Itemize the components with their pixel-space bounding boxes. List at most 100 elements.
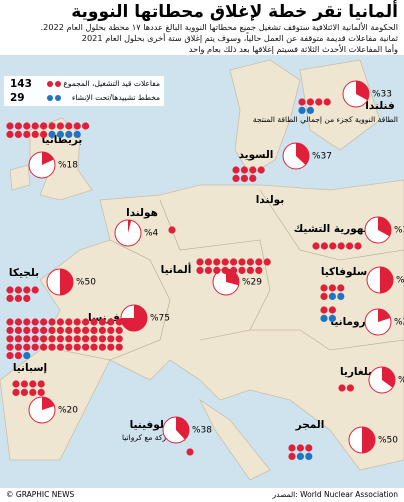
reactor-dot — [320, 314, 328, 322]
pie-slice — [382, 367, 395, 388]
reactor-dot — [230, 266, 238, 274]
country-name: بولندا — [256, 194, 284, 206]
reactor-dot — [115, 335, 123, 343]
share-label: %33 — [372, 90, 392, 100]
reactor-dot — [82, 335, 90, 343]
ireland-land — [9, 164, 31, 191]
reactor-dot — [221, 258, 229, 266]
share-label: %20 — [58, 406, 78, 416]
country-name: بلجيكا — [9, 267, 39, 279]
reactor-dot — [23, 286, 31, 294]
share-label: %37 — [312, 152, 332, 162]
reactor-dot — [65, 326, 73, 334]
reactor-dot — [31, 326, 39, 334]
share-label: %20 — [394, 318, 404, 328]
scandinavia-land — [229, 59, 301, 176]
legend-dot — [47, 81, 53, 87]
border — [159, 199, 271, 341]
reactor-dot — [196, 258, 204, 266]
share-label: %4 — [144, 229, 159, 239]
country-name: هولندا — [126, 207, 158, 219]
reactor-dot — [305, 444, 313, 452]
reactor-dot — [73, 318, 81, 326]
reactor-dot — [337, 292, 345, 300]
reactor-dot — [31, 318, 39, 326]
reactor-dot — [23, 294, 31, 302]
reactor-dot — [168, 226, 176, 234]
intro-line: ثمانية مفاعلات قديمة متوقفة عن العمل حال… — [81, 33, 398, 43]
reactor-dot — [246, 266, 254, 274]
country-name: بلغاريا — [340, 366, 372, 378]
reactor-dot — [56, 343, 64, 351]
reactor-dot — [328, 284, 336, 292]
reactor-dot — [346, 384, 354, 392]
reactor-dot — [6, 335, 14, 343]
reactor-dot — [255, 258, 263, 266]
reactor-dot — [40, 335, 48, 343]
title: ألمانيا تقر خطة لإغلاق محطاتها النووية — [71, 2, 398, 22]
reactor-dot — [14, 335, 22, 343]
legend-note: الطاقة النووية كجزء من إجمالي الطاقة الم… — [253, 115, 398, 124]
reactor-dot — [298, 106, 306, 114]
reactor-dot — [6, 352, 14, 360]
reactor-dot — [320, 306, 328, 314]
reactor-dot — [337, 284, 345, 292]
reactor-dot — [31, 343, 39, 351]
reactor-dot — [306, 106, 314, 114]
reactor-dot — [238, 258, 246, 266]
reactor-dot — [257, 166, 265, 174]
reactor-dot — [82, 122, 90, 130]
reactor-dot — [31, 286, 39, 294]
reactor-dot — [40, 122, 48, 130]
reactor-dot — [12, 388, 20, 396]
reactor-dot — [6, 318, 14, 326]
share-label: %50 — [378, 436, 398, 446]
reactor-dot — [56, 318, 64, 326]
legend-dot — [47, 95, 53, 101]
reactor-dot — [98, 318, 106, 326]
continent-land — [0, 179, 404, 471]
reactor-dot — [263, 258, 271, 266]
reactor-dot — [23, 343, 31, 351]
pie-slice — [362, 427, 375, 453]
reactor-dot — [14, 130, 22, 138]
reactor-dot — [40, 343, 48, 351]
reactor-dot — [14, 352, 22, 360]
reactor-dot — [14, 318, 22, 326]
reactor-dot — [232, 174, 240, 182]
reactor-dot — [82, 343, 90, 351]
country-name: رومانيا — [330, 316, 365, 328]
pie-slice — [378, 309, 391, 322]
italy-land — [198, 398, 271, 481]
reactor-dot — [107, 326, 115, 334]
country-name: جمهورية التشيك — [294, 223, 379, 235]
reactor-dot — [255, 266, 263, 274]
reactor-dot — [115, 343, 123, 351]
reactor-dot — [249, 166, 257, 174]
pie-slice — [42, 397, 55, 410]
reactor-dot — [48, 335, 56, 343]
reactor-dot — [337, 242, 345, 250]
reactor-dot — [14, 294, 22, 302]
pie-slice — [378, 217, 391, 237]
legend-dot — [55, 81, 61, 87]
reactor-dot — [288, 444, 296, 452]
share-label: %50 — [396, 276, 404, 286]
reactor-dot — [196, 266, 204, 274]
pie-slice — [42, 152, 54, 165]
reactor-dot — [14, 326, 22, 334]
reactor-dot — [82, 326, 90, 334]
credit: © GRAPHIC NEWS — [6, 490, 74, 499]
border — [259, 189, 404, 261]
reactor-dot — [320, 242, 328, 250]
reactor-dot — [23, 335, 31, 343]
reactor-dot — [338, 384, 346, 392]
pie-slice — [226, 269, 239, 286]
reactor-dot — [56, 122, 64, 130]
border — [250, 329, 404, 351]
reactor-dot — [48, 122, 56, 130]
reactor-dot — [14, 343, 22, 351]
country-name: إسبانيا — [13, 362, 47, 374]
